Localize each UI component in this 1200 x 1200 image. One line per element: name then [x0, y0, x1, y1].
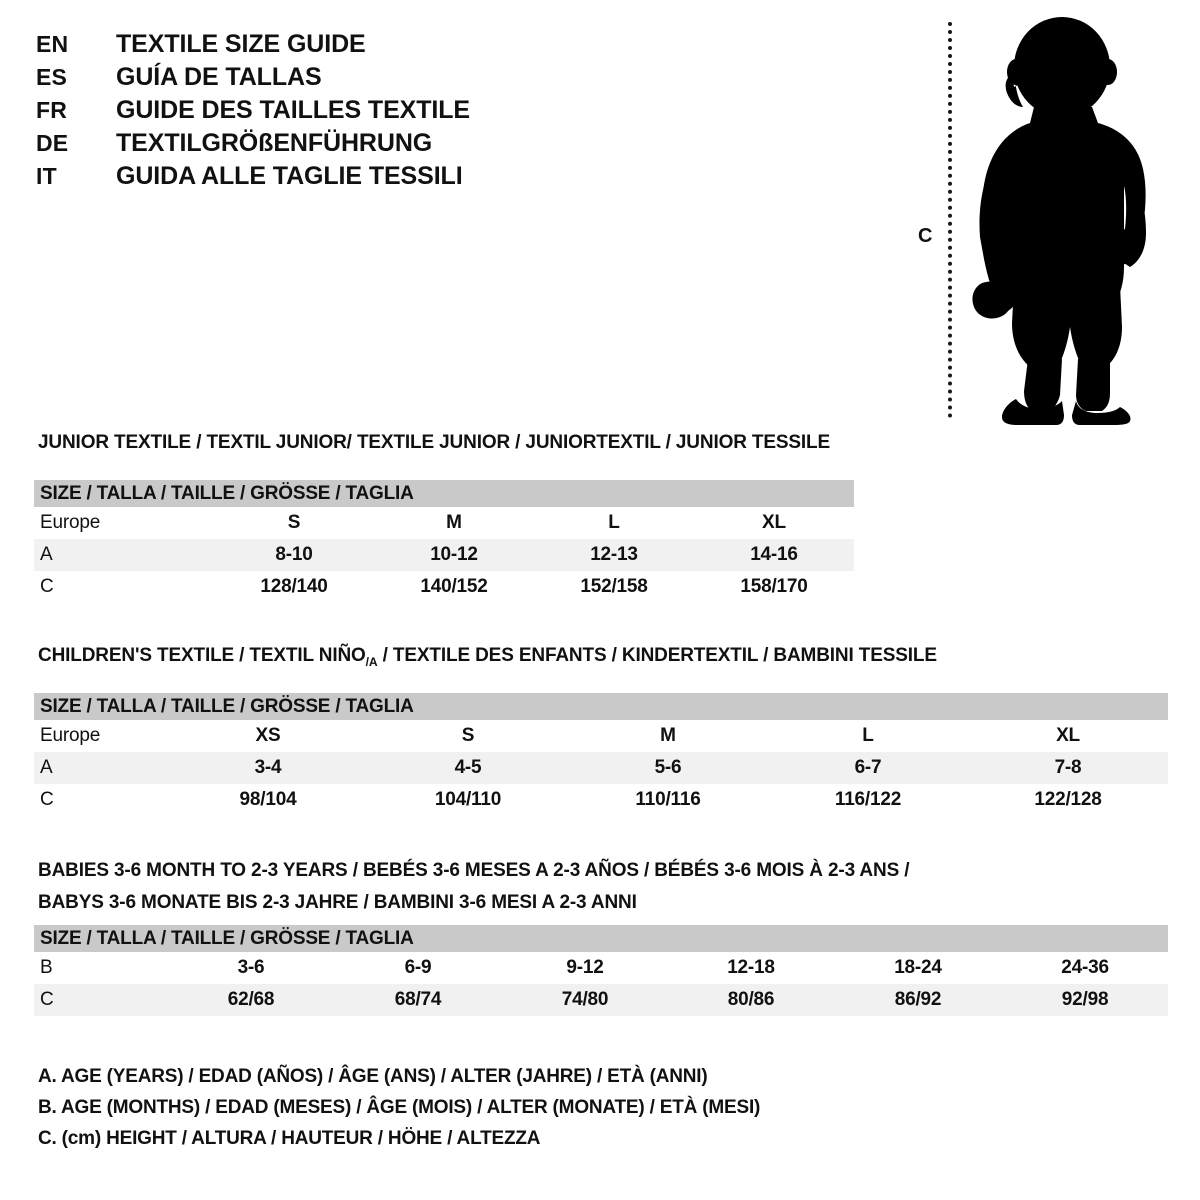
children-heading-pre: CHILDREN'S TEXTILE / TEXTIL NIÑO [38, 645, 366, 666]
cell-value: 86/92 [834, 984, 1002, 1016]
table-row: B 3-6 6-9 9-12 12-18 18-24 24-36 [34, 952, 1169, 984]
cell-value: 18-24 [834, 952, 1002, 984]
column-header-size: S [368, 720, 568, 752]
cell-value: 14-16 [694, 539, 854, 571]
babies-section-heading: BABIES 3-6 MONTH TO 2-3 YEARS / BEBÉS 3-… [38, 855, 1178, 919]
children-section-heading: CHILDREN'S TEXTILE / TEXTIL NIÑO/A / TEX… [38, 645, 937, 669]
row-label: C [34, 571, 214, 603]
cell-value: 140/152 [374, 571, 534, 603]
language-code: EN [36, 31, 69, 57]
legend-line-b: B. AGE (MONTHS) / EDAD (MESES) / ÂGE (MO… [38, 1097, 761, 1118]
language-title-block: EN TEXTILE SIZE GUIDE ES GUÍA DE TALLAS … [36, 30, 876, 195]
cell-value: 128/140 [214, 571, 374, 603]
cell-value: 158/170 [694, 571, 854, 603]
title-row: DE TEXTILGRÖßENFÜHRUNG [36, 129, 876, 162]
children-size-table: SIZE / TALLA / TAILLE / GRÖSSE / TAGLIA … [34, 693, 1169, 816]
title-row: ES GUÍA DE TALLAS [36, 63, 876, 96]
column-header-size: XL [968, 720, 1169, 752]
cell-value: 92/98 [1002, 984, 1169, 1016]
guide-title: GUÍA DE TALLAS [116, 63, 322, 91]
title-row: EN TEXTILE SIZE GUIDE [36, 30, 876, 63]
table-row: C 128/140 140/152 152/158 158/170 [34, 571, 854, 603]
guide-title: TEXTILGRÖßENFÜHRUNG [116, 129, 433, 157]
column-header-size: XS [168, 720, 368, 752]
language-code: ES [36, 64, 68, 90]
height-axis-label: C [918, 225, 933, 247]
toddler-silhouette-icon [972, 17, 1146, 425]
title-row: FR GUIDE DES TAILLES TEXTILE [36, 96, 876, 129]
region-label: Europe [34, 507, 214, 539]
row-label: C [34, 984, 168, 1016]
row-label: C [34, 784, 168, 816]
column-header-size: L [768, 720, 968, 752]
column-header-size: S [214, 507, 374, 539]
cell-value: 80/86 [668, 984, 834, 1016]
junior-section-heading: JUNIOR TEXTILE / TEXTIL JUNIOR/ TEXTILE … [38, 432, 831, 453]
babies-size-table: SIZE / TALLA / TAILLE / GRÖSSE / TAGLIA … [34, 925, 1169, 1016]
column-header-size: M [568, 720, 768, 752]
cell-value: 24-36 [1002, 952, 1169, 984]
row-label: B [34, 952, 168, 984]
table-band-header: SIZE / TALLA / TAILLE / GRÖSSE / TAGLIA [34, 693, 1169, 720]
cell-value: 7-8 [968, 752, 1169, 784]
cell-value: 12-18 [668, 952, 834, 984]
children-heading-subscript: /A [365, 654, 378, 669]
measurement-legend: A. AGE (YEARS) / EDAD (AÑOS) / ÂGE (ANS)… [38, 1066, 1138, 1159]
legend-line-c: C. (cm) HEIGHT / ALTURA / HAUTEUR / HÖHE… [38, 1128, 541, 1149]
column-header-size: XL [694, 507, 854, 539]
guide-title: TEXTILE SIZE GUIDE [116, 30, 366, 58]
children-heading-post: / TEXTILE DES ENFANTS / KINDERTEXTIL / B… [377, 645, 937, 666]
language-code: DE [36, 130, 69, 156]
table-row: A 3-4 4-5 5-6 6-7 7-8 [34, 752, 1169, 784]
cell-value: 122/128 [968, 784, 1169, 816]
language-code: FR [36, 97, 68, 123]
column-header-size: M [374, 507, 534, 539]
cell-value: 3-6 [168, 952, 334, 984]
title-row: IT GUIDA ALLE TAGLIE TESSILI [36, 162, 876, 195]
table-band-header: SIZE / TALLA / TAILLE / GRÖSSE / TAGLIA [34, 925, 1169, 952]
region-label: Europe [34, 720, 168, 752]
babies-heading-line-1: BABIES 3-6 MONTH TO 2-3 YEARS / BEBÉS 3-… [38, 860, 910, 881]
table-row: A 8-10 10-12 12-13 14-16 [34, 539, 854, 571]
cell-value: 12-13 [534, 539, 694, 571]
cell-value: 110/116 [568, 784, 768, 816]
cell-value: 98/104 [168, 784, 368, 816]
junior-size-table: SIZE / TALLA / TAILLE / GRÖSSE / TAGLIA … [34, 480, 854, 603]
table-row-header: Europe S M L XL [34, 507, 854, 539]
cell-value: 6-9 [334, 952, 502, 984]
cell-value: 74/80 [502, 984, 668, 1016]
guide-title: GUIDA ALLE TAGLIE TESSILI [116, 162, 463, 190]
table-row: C 98/104 104/110 110/116 116/122 122/128 [34, 784, 1169, 816]
cell-value: 8-10 [214, 539, 374, 571]
cell-value: 6-7 [768, 752, 968, 784]
legend-line-a: A. AGE (YEARS) / EDAD (AÑOS) / ÂGE (ANS)… [38, 1066, 708, 1087]
size-band-label: SIZE / TALLA / TAILLE / GRÖSSE / TAGLIA [34, 693, 1169, 720]
cell-value: 10-12 [374, 539, 534, 571]
cell-value: 116/122 [768, 784, 968, 816]
babies-heading-line-2: BABYS 3-6 MONATE BIS 2-3 JAHRE / BAMBINI… [38, 892, 637, 913]
size-band-label: SIZE / TALLA / TAILLE / GRÖSSE / TAGLIA [34, 925, 1169, 952]
cell-value: 104/110 [368, 784, 568, 816]
cell-value: 4-5 [368, 752, 568, 784]
row-label: A [34, 752, 168, 784]
cell-value: 152/158 [534, 571, 694, 603]
cell-value: 9-12 [502, 952, 668, 984]
row-label: A [34, 539, 214, 571]
language-code: IT [36, 163, 57, 189]
cell-value: 62/68 [168, 984, 334, 1016]
guide-title: GUIDE DES TAILLES TEXTILE [116, 96, 471, 124]
table-row-header: Europe XS S M L XL [34, 720, 1169, 752]
cell-value: 3-4 [168, 752, 368, 784]
height-illustration: C [900, 10, 1170, 425]
cell-value: 5-6 [568, 752, 768, 784]
cell-value: 68/74 [334, 984, 502, 1016]
height-dashed-axis [948, 22, 952, 418]
table-band-header: SIZE / TALLA / TAILLE / GRÖSSE / TAGLIA [34, 480, 854, 507]
size-band-label: SIZE / TALLA / TAILLE / GRÖSSE / TAGLIA [34, 480, 854, 507]
column-header-size: L [534, 507, 694, 539]
table-row: C 62/68 68/74 74/80 80/86 86/92 92/98 [34, 984, 1169, 1016]
